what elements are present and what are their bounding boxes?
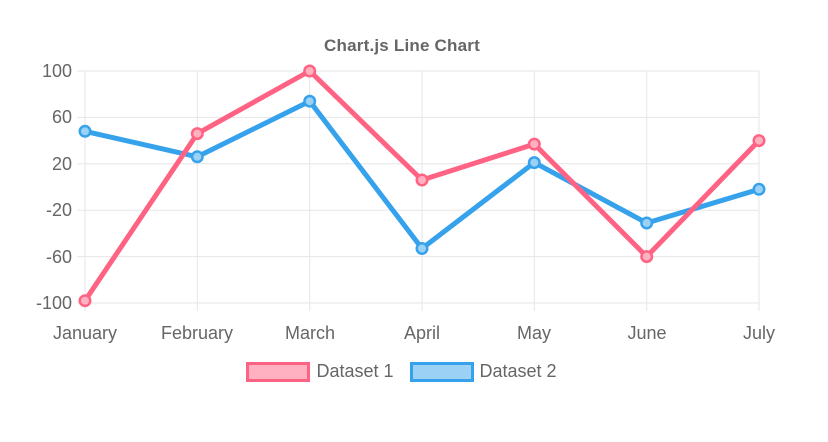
x-axis-tick-label: March — [284, 323, 335, 343]
x-axis-tick-label: July — [742, 323, 775, 343]
legend-item-dataset-1[interactable]: Dataset 1 — [246, 361, 394, 382]
data-point-dataset-1-july[interactable] — [752, 134, 766, 148]
y-axis-tick-label: -20 — [45, 200, 72, 220]
x-axis-tick-label: May — [516, 323, 551, 343]
data-point-dataset-2-may[interactable] — [527, 156, 541, 170]
data-point-dataset-2-july[interactable] — [752, 182, 766, 196]
data-point-dataset-1-may[interactable] — [527, 137, 541, 151]
data-point-dataset-1-february[interactable] — [190, 127, 204, 141]
legend-swatch-dataset-2 — [409, 361, 474, 382]
legend-item-dataset-2[interactable]: Dataset 2 — [409, 361, 557, 382]
data-point-dataset-2-january[interactable] — [78, 124, 92, 138]
y-axis-tick-label: -100 — [35, 293, 72, 313]
x-axis-tick-label: June — [627, 323, 667, 343]
legend-label: Dataset 2 — [479, 361, 557, 381]
legend-label: Dataset 1 — [316, 361, 394, 381]
data-point-dataset-1-march[interactable] — [303, 64, 317, 78]
data-point-dataset-1-january[interactable] — [78, 294, 92, 308]
chart-legend: Dataset 1 Dataset 2 — [0, 361, 803, 382]
data-point-dataset-2-march[interactable] — [303, 94, 317, 108]
y-axis-tick-label: 100 — [41, 61, 72, 81]
data-point-dataset-1-june[interactable] — [640, 250, 654, 264]
data-point-dataset-2-june[interactable] — [640, 216, 654, 230]
chart-title: Chart.js Line Chart — [324, 36, 480, 55]
x-axis-tick-label: January — [52, 323, 118, 343]
data-point-dataset-2-april[interactable] — [415, 242, 429, 255]
x-axis-tick-label: February — [160, 323, 234, 343]
y-axis-tick-label: 60 — [51, 107, 72, 127]
x-axis-tick-label: April — [403, 323, 440, 343]
data-point-dataset-2-february[interactable] — [190, 150, 204, 164]
y-axis-tick-label: 20 — [51, 154, 72, 174]
data-point-dataset-1-april[interactable] — [415, 173, 429, 187]
legend-swatch-dataset-1 — [246, 361, 311, 382]
y-axis-tick-label: -60 — [45, 247, 72, 267]
